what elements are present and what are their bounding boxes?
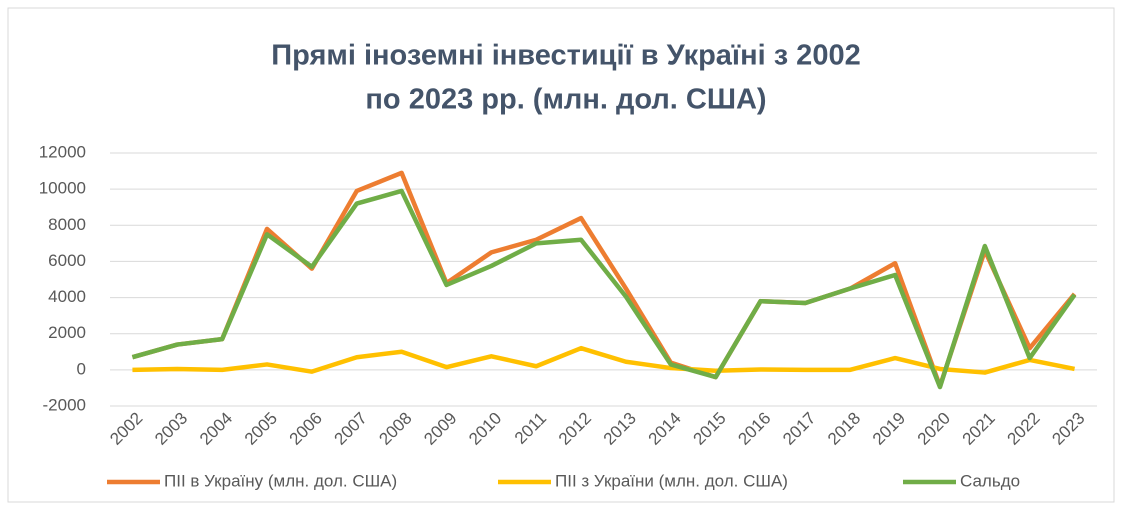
y-tick-label: 6000	[48, 251, 86, 270]
series-line	[132, 345, 1076, 375]
y-tick-label: 8000	[48, 215, 86, 234]
y-tick-label: 10000	[39, 179, 86, 198]
y-tick-label: 4000	[48, 287, 86, 306]
legend-label: Сальдо	[960, 471, 1020, 490]
y-tick-label: 0	[77, 359, 86, 378]
series-line	[131, 188, 1077, 390]
y-tick-label: 12000	[39, 142, 86, 161]
legend-label: ПІІ в Україну (млн. дол. США)	[164, 471, 397, 490]
chart-frame	[7, 7, 1115, 503]
y-tick-label: 2000	[48, 323, 86, 342]
legend-label: ПІІ з України (млн. дол. США)	[555, 471, 788, 490]
chart-title: Прямі іноземні інвестиції в Україні з 20…	[271, 40, 860, 72]
chart-title: по 2023 рр. (млн. дол. США)	[365, 84, 766, 116]
y-tick-label: -2000	[43, 395, 86, 414]
